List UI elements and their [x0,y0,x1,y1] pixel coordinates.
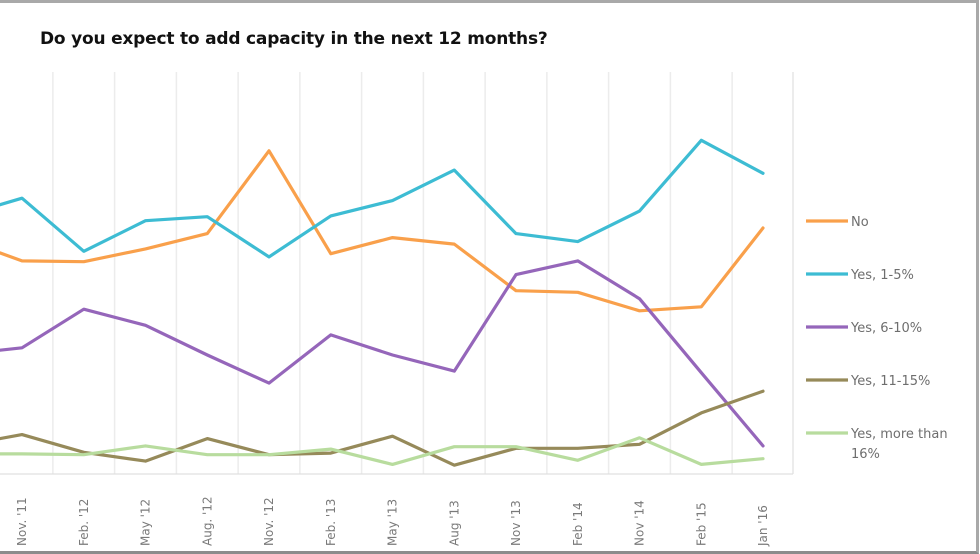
x-tick-label: Feb. '12 [77,499,91,546]
legend-label: Yes, more than [850,427,948,442]
legend: No Yes, 1-5% Yes, 6-10% Yes, 11-15% Yes, mor… [806,215,948,462]
x-tick-label: May '12 [139,499,153,546]
legend-label: Yes, 6-10% [850,321,922,336]
x-tick-label: Feb. '13 [324,499,338,546]
x-tick-label: Feb '15 [694,502,708,546]
legend-label: 16% [851,447,880,462]
gridlines [53,72,732,474]
x-tick-label: Jan '16 [756,505,770,547]
x-tick-label: Aug '13 [447,500,461,546]
legend-label: Yes, 11-15% [850,374,930,389]
x-tick-label: May '13 [386,499,400,546]
x-tick-label: Nov. '11 [15,497,29,546]
x-tick-labels: Nov. '11 Feb. '12 May '12 Aug. '12 Nov. '12 F… [15,496,770,547]
legend-label: Yes, 1-5% [850,268,914,283]
x-tick-label: Aug. '12 [200,496,214,546]
x-tick-label: Feb '14 [571,502,585,546]
x-tick-label: Nov '14 [633,500,647,546]
x-tick-label: Nov '13 [509,500,523,546]
x-tick-label: Nov. '12 [262,497,276,546]
legend-label: No [851,215,869,230]
